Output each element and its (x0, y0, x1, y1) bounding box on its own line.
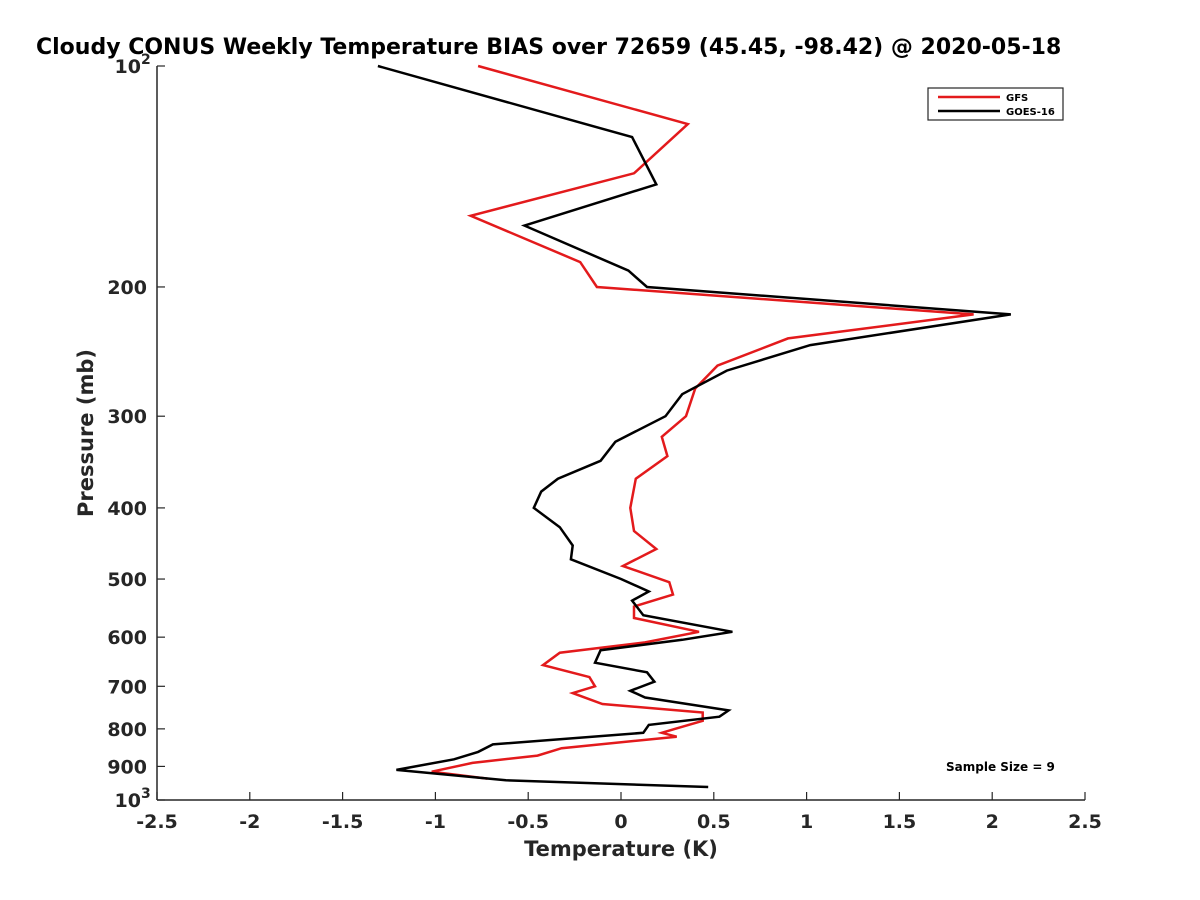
y-axis-label: Pressure (mb) (74, 349, 98, 517)
x-tick-label: 2.5 (1068, 811, 1102, 833)
x-tick-label: 0.5 (697, 811, 731, 833)
y-tick-label: 10 (115, 56, 141, 78)
y-tick-label: 500 (107, 569, 147, 591)
x-tick-label: -2 (239, 811, 260, 833)
x-tick-label: -2.5 (136, 811, 178, 833)
chart-title: Cloudy CONUS Weekly Temperature BIAS ove… (36, 35, 1061, 60)
y-tick-label: 300 (107, 406, 147, 428)
y-tick-label: 900 (107, 756, 147, 778)
x-tick-group: -2.5 -2 -1.5 -1 -0.5 0 0.5 1 1.5 2 2.5 (136, 792, 1102, 833)
y-tick-label: 10 (115, 790, 141, 812)
y-tick-label: 800 (107, 719, 147, 741)
sample-size-annotation: Sample Size = 9 (946, 760, 1055, 774)
y-tick-label: 700 (107, 676, 147, 698)
x-tick-label: 0 (614, 811, 627, 833)
y-tick-exponent: 3 (141, 786, 151, 802)
legend-box (927, 87, 1064, 121)
y-tick-label: 600 (107, 627, 147, 649)
x-tick-label: -1 (425, 811, 446, 833)
x-tick-label: 1 (800, 811, 813, 833)
series-layer (377, 64, 1011, 789)
legend: GFS GOES-16 (927, 87, 1064, 121)
legend-label-goes16: GOES-16 (1006, 107, 1055, 118)
y-tick-exponent: 2 (141, 52, 151, 68)
series-line-gfs (431, 64, 974, 780)
x-tick-label: -1.5 (322, 811, 364, 833)
x-tick-label: -0.5 (507, 811, 549, 833)
x-tick-label: 2 (986, 811, 999, 833)
y-tick-label: 400 (107, 498, 147, 520)
series-line-goes16 (377, 64, 1011, 789)
x-axis-label: Temperature (K) (524, 837, 718, 861)
y-tick-label: 200 (107, 277, 147, 299)
x-tick-label: 1.5 (883, 811, 917, 833)
legend-label-gfs: GFS (1006, 93, 1028, 104)
